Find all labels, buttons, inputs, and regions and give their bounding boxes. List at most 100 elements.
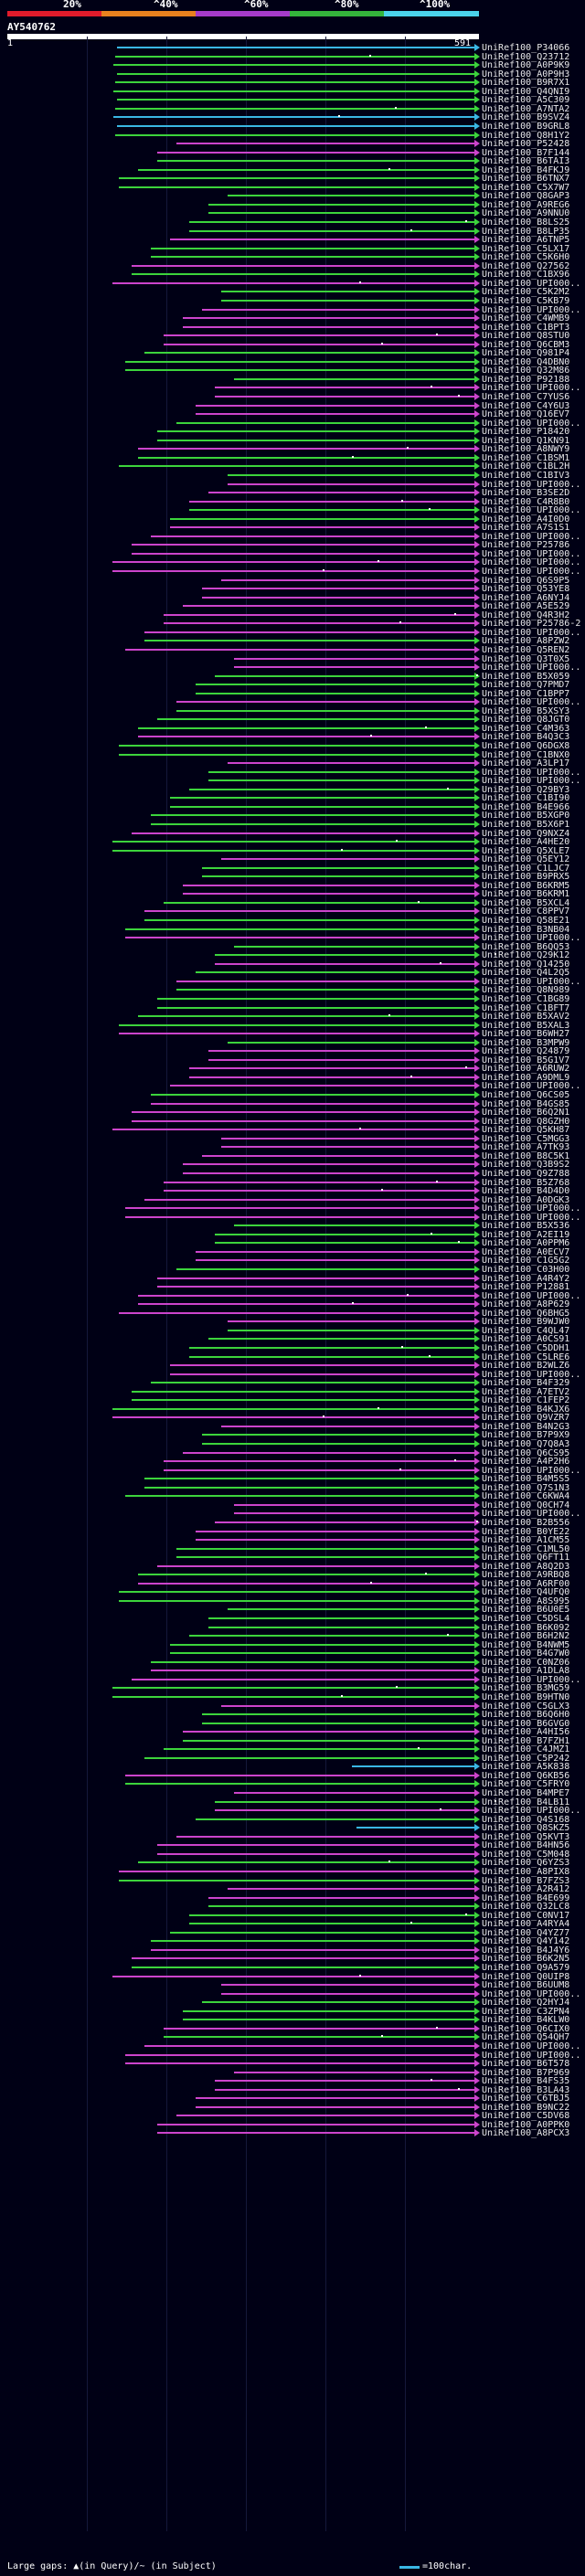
hit-alignment-bar[interactable]: [151, 248, 474, 249]
hit-label[interactable]: UniRef100_B6TNX7: [482, 174, 570, 184]
hit-alignment-bar[interactable]: [164, 1190, 474, 1192]
hit-alignment-bar[interactable]: [112, 1416, 474, 1418]
hit-alignment-bar[interactable]: [138, 1295, 474, 1297]
hit-alignment-bar[interactable]: [189, 230, 474, 232]
hit-label[interactable]: UniRef100_Q27562: [482, 261, 570, 271]
hit-alignment-bar[interactable]: [132, 1391, 474, 1393]
hit-alignment-bar[interactable]: [113, 90, 474, 92]
hit-alignment-bar[interactable]: [151, 1103, 474, 1105]
hit-label[interactable]: UniRef100_UPI000..: [482, 305, 581, 315]
hit-label[interactable]: UniRef100_B9GRL8: [482, 122, 570, 132]
hit-label[interactable]: UniRef100_C1BL2H: [482, 461, 570, 472]
hit-label[interactable]: UniRef100_B9NC22: [482, 2103, 570, 2113]
hit-label[interactable]: UniRef100_B3SE2D: [482, 488, 570, 498]
hit-label[interactable]: UniRef100_B6GVG0: [482, 1719, 570, 1729]
hit-alignment-bar[interactable]: [196, 1531, 474, 1532]
hit-alignment-bar[interactable]: [119, 1591, 474, 1593]
hit-alignment-bar[interactable]: [215, 1801, 474, 1803]
hit-alignment-bar[interactable]: [221, 858, 474, 860]
hit-alignment-bar[interactable]: [170, 1085, 474, 1087]
hit-alignment-bar[interactable]: [215, 954, 474, 956]
hit-label[interactable]: UniRef100_Q23712: [482, 52, 570, 62]
hit-alignment-bar[interactable]: [202, 867, 474, 869]
hit-label[interactable]: UniRef100_Q6FT11: [482, 1553, 570, 1563]
hit-alignment-bar[interactable]: [183, 605, 474, 607]
hit-label[interactable]: UniRef100_Q5KH87: [482, 1125, 570, 1135]
hit-label[interactable]: UniRef100_UPI000..: [482, 419, 581, 429]
hit-label[interactable]: UniRef100_Q6BHG5: [482, 1309, 570, 1319]
hit-alignment-bar[interactable]: [228, 1042, 474, 1044]
hit-alignment-bar[interactable]: [144, 1478, 474, 1479]
hit-alignment-bar[interactable]: [144, 1487, 474, 1489]
hit-alignment-bar[interactable]: [221, 579, 474, 581]
hit-label[interactable]: UniRef100_Q2HYJ4: [482, 1998, 570, 2008]
hit-label[interactable]: UniRef100_UPI000..: [482, 977, 581, 987]
hit-label[interactable]: UniRef100_B4KJX6: [482, 1405, 570, 1415]
hit-label[interactable]: UniRef100_A2R412: [482, 1884, 570, 1894]
hit-alignment-bar[interactable]: [202, 597, 474, 599]
hit-alignment-bar[interactable]: [176, 1556, 474, 1558]
hit-alignment-bar[interactable]: [215, 2089, 474, 2091]
hit-label[interactable]: UniRef100_B9PRX5: [482, 872, 570, 882]
hit-alignment-bar[interactable]: [132, 832, 474, 834]
hit-alignment-bar[interactable]: [196, 413, 474, 415]
hit-alignment-bar[interactable]: [176, 710, 474, 712]
hit-label[interactable]: UniRef100_P92188: [482, 375, 570, 385]
hit-label[interactable]: UniRef100_UPI000..: [482, 279, 581, 289]
hit-label[interactable]: UniRef100_C3ZPN4: [482, 2007, 570, 2017]
hit-alignment-bar[interactable]: [189, 501, 474, 503]
hit-label[interactable]: UniRef100_UPI000..: [482, 933, 581, 943]
hit-alignment-bar[interactable]: [215, 963, 474, 965]
hit-label[interactable]: UniRef100_Q4R3H2: [482, 610, 570, 620]
hit-label[interactable]: UniRef100_A6TNP5: [482, 235, 570, 245]
hit-alignment-bar[interactable]: [164, 1748, 474, 1750]
hit-label[interactable]: UniRef100_B4FKJ9: [482, 165, 570, 175]
hit-label[interactable]: UniRef100_Q6CS05: [482, 1090, 570, 1100]
hit-alignment-bar[interactable]: [112, 1129, 474, 1130]
hit-alignment-bar[interactable]: [208, 1905, 474, 1907]
hit-label[interactable]: UniRef100_C1BFT7: [482, 1003, 570, 1013]
hit-label[interactable]: UniRef100_UPI000..: [482, 567, 581, 577]
hit-alignment-bar[interactable]: [164, 902, 474, 904]
hit-label[interactable]: UniRef100_B4MPE7: [482, 1788, 570, 1798]
hit-label[interactable]: UniRef100_P25786-2: [482, 619, 581, 629]
hit-alignment-bar[interactable]: [196, 693, 474, 694]
hit-label[interactable]: UniRef100_UPI000..: [482, 2051, 581, 2061]
hit-label[interactable]: UniRef100_UPI000..: [482, 1291, 581, 1301]
hit-label[interactable]: UniRef100_Q58E21: [482, 916, 570, 926]
hit-alignment-bar[interactable]: [125, 1775, 474, 1776]
hit-alignment-bar[interactable]: [115, 134, 474, 136]
hit-label[interactable]: UniRef100_UPI000..: [482, 1466, 581, 1476]
hit-alignment-bar[interactable]: [144, 352, 474, 354]
hit-label[interactable]: UniRef100_A0DGK3: [482, 1195, 570, 1205]
hit-alignment-bar[interactable]: [234, 946, 474, 948]
hit-label[interactable]: UniRef100_B7FZS3: [482, 1876, 570, 1886]
hit-alignment-bar[interactable]: [115, 56, 474, 58]
hit-label[interactable]: UniRef100_Q6CS95: [482, 1448, 570, 1458]
hit-label[interactable]: UniRef100_Q5XLE7: [482, 846, 570, 856]
hit-label[interactable]: UniRef100_A9REG6: [482, 200, 570, 210]
hit-label[interactable]: UniRef100_UPI000..: [482, 1081, 581, 1091]
hit-label[interactable]: UniRef100_Q9VZR7: [482, 1413, 570, 1423]
hit-alignment-bar[interactable]: [215, 396, 474, 398]
hit-label[interactable]: UniRef100_C1BIV3: [482, 471, 570, 481]
hit-label[interactable]: UniRef100_C0NZ06: [482, 1658, 570, 1668]
hit-label[interactable]: UniRef100_Q8STU0: [482, 331, 570, 341]
hit-alignment-bar[interactable]: [189, 1076, 474, 1078]
hit-label[interactable]: UniRef100_Q8SKZ5: [482, 1823, 570, 1833]
hit-label[interactable]: UniRef100_A0PPK0: [482, 2120, 570, 2130]
hit-label[interactable]: UniRef100_B3NB04: [482, 925, 570, 935]
hit-alignment-bar[interactable]: [196, 971, 474, 973]
hit-label[interactable]: UniRef100_A5K838: [482, 1762, 570, 1772]
hit-alignment-bar[interactable]: [176, 422, 474, 424]
hit-label[interactable]: UniRef100_B0YE22: [482, 1527, 570, 1537]
hit-label[interactable]: UniRef100_C4R8B0: [482, 497, 570, 507]
hit-alignment-bar[interactable]: [352, 1765, 474, 1767]
hit-label[interactable]: UniRef100_B5XCL4: [482, 898, 570, 908]
hit-label[interactable]: UniRef100_A4R4Y2: [482, 1274, 570, 1284]
hit-label[interactable]: UniRef100_Q32LC8: [482, 1902, 570, 1912]
hit-alignment-bar[interactable]: [208, 1627, 474, 1628]
hit-alignment-bar[interactable]: [125, 1216, 474, 1218]
hit-alignment-bar[interactable]: [170, 797, 474, 799]
hit-label[interactable]: UniRef100_Q1KN91: [482, 436, 570, 446]
